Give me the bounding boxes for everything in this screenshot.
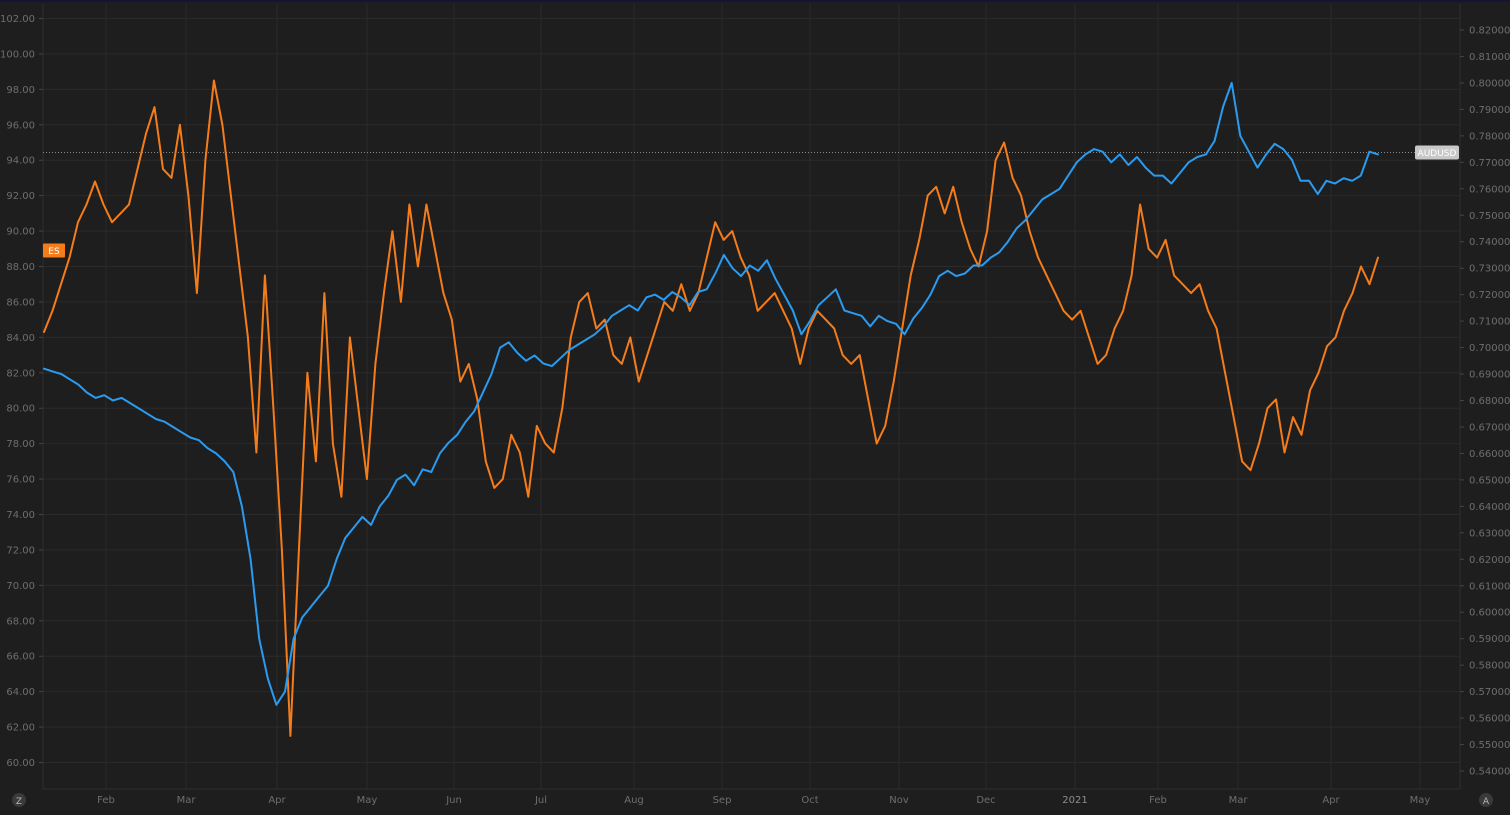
x-tick-label: Mar xyxy=(1229,795,1249,806)
right-tick-label: 0.80000 xyxy=(1469,78,1510,89)
auto-scale-circle xyxy=(1479,793,1493,807)
es-tag-label: ES xyxy=(48,247,60,257)
right-tick-label: 0.68000 xyxy=(1469,396,1510,407)
left-tick-label: 72.00 xyxy=(6,545,35,556)
left-tick-label: 90.00 xyxy=(6,227,35,238)
left-tick-label: 76.00 xyxy=(6,475,35,486)
right-tick-label: 0.75000 xyxy=(1469,211,1510,222)
series-layer xyxy=(43,79,1379,737)
x-tick-label: Apr xyxy=(1322,795,1340,806)
left-tick-label: 92.00 xyxy=(6,191,35,202)
right-tick-label: 0.76000 xyxy=(1469,184,1510,195)
x-tick-label: Feb xyxy=(97,795,115,806)
right-tick-label: 0.71000 xyxy=(1469,317,1510,328)
right-tick-label: 0.69000 xyxy=(1469,370,1510,381)
time-axis: Feb Mar Apr May Jun Jul Aug Sep Oct Nov Dec 2021 Feb… xyxy=(97,795,1430,806)
x-tick-label: Jul xyxy=(534,795,547,806)
left-tick-label: 60.00 xyxy=(6,758,35,769)
left-price-axis: 102.00 100.00 98.00 96.00 94.00 92.00 90.00 88.… xyxy=(0,14,43,769)
right-tick-label: 0.74000 xyxy=(1469,237,1510,248)
right-tick-label: 0.77000 xyxy=(1469,158,1510,169)
audusd-tag-label: AUDUSD xyxy=(1418,149,1457,159)
x-tick-label: Apr xyxy=(268,795,286,806)
right-tick-label: 0.60000 xyxy=(1469,608,1510,619)
right-tick-label: 0.79000 xyxy=(1469,105,1510,116)
auto-scale-button[interactable]: A xyxy=(1479,793,1493,807)
x-tick-label: May xyxy=(357,795,378,806)
right-price-axis: 0.82000 0.81000 0.80000 0.79000 0.78000 0.770… xyxy=(1460,26,1510,778)
left-tick-label: 88.00 xyxy=(6,262,35,273)
x-tick-label: Jun xyxy=(445,795,462,806)
x-tick-label: Dec xyxy=(976,795,995,806)
right-tick-label: 0.66000 xyxy=(1469,449,1510,460)
left-tick-label: 74.00 xyxy=(6,510,35,521)
auto-scale-label: A xyxy=(1483,797,1490,807)
left-tick-label: 62.00 xyxy=(6,723,35,734)
es-series-tag xyxy=(43,243,65,258)
zoom-corner-button[interactable]: Z xyxy=(12,793,26,807)
left-tick-label: 102.00 xyxy=(0,14,35,25)
x-tick-label: 2021 xyxy=(1062,795,1087,806)
left-tick-label: 82.00 xyxy=(6,368,35,379)
left-tick-label: 86.00 xyxy=(6,297,35,308)
zoom-corner-label: Z xyxy=(16,797,22,807)
right-tick-label: 0.58000 xyxy=(1469,661,1510,672)
left-tick-label: 70.00 xyxy=(6,581,35,592)
x-tick-label: Oct xyxy=(801,795,818,806)
right-tick-label: 0.70000 xyxy=(1469,343,1510,354)
series-line-audusd xyxy=(43,81,1379,706)
x-tick-label: May xyxy=(1410,795,1431,806)
right-tick-label: 0.57000 xyxy=(1469,687,1510,698)
right-tick-label: 0.61000 xyxy=(1469,581,1510,592)
right-tick-label: 0.72000 xyxy=(1469,290,1510,301)
audusd-last-value-tag xyxy=(1415,145,1459,160)
grid-layer xyxy=(42,4,1461,790)
left-tick-label: 98.00 xyxy=(6,85,35,96)
left-tick-label: 68.00 xyxy=(6,616,35,627)
x-tick-label: Aug xyxy=(624,795,644,806)
right-tick-label: 0.81000 xyxy=(1469,52,1510,63)
right-tick-label: 0.65000 xyxy=(1469,475,1510,486)
x-tick-label: Sep xyxy=(713,795,732,806)
right-tick-label: 0.62000 xyxy=(1469,555,1510,566)
top-border xyxy=(0,0,1510,2)
right-tick-label: 0.55000 xyxy=(1469,740,1510,751)
x-tick-label: Feb xyxy=(1149,795,1167,806)
left-tick-label: 96.00 xyxy=(6,120,35,131)
x-tick-label: Nov xyxy=(889,795,909,806)
series-line-es xyxy=(43,79,1379,737)
left-tick-label: 100.00 xyxy=(0,49,35,60)
left-tick-label: 66.00 xyxy=(6,652,35,663)
right-tick-label: 0.56000 xyxy=(1469,714,1510,725)
right-tick-label: 0.73000 xyxy=(1469,264,1510,275)
left-tick-label: 64.00 xyxy=(6,687,35,698)
right-tick-label: 0.64000 xyxy=(1469,502,1510,513)
right-tick-label: 0.78000 xyxy=(1469,131,1510,142)
right-tick-label: 0.59000 xyxy=(1469,634,1510,645)
right-tick-label: 0.54000 xyxy=(1469,767,1510,778)
right-tick-label: 0.67000 xyxy=(1469,422,1510,433)
last-value-labels: AUDUSD ES xyxy=(43,145,1459,258)
right-tick-label: 0.82000 xyxy=(1469,26,1510,37)
left-tick-label: 78.00 xyxy=(6,439,35,450)
left-tick-label: 84.00 xyxy=(6,333,35,344)
right-tick-label: 0.63000 xyxy=(1469,528,1510,539)
left-tick-label: 94.00 xyxy=(6,156,35,167)
left-tick-label: 80.00 xyxy=(6,404,35,415)
x-tick-label: Mar xyxy=(177,795,197,806)
zoom-corner-circle xyxy=(12,793,26,807)
